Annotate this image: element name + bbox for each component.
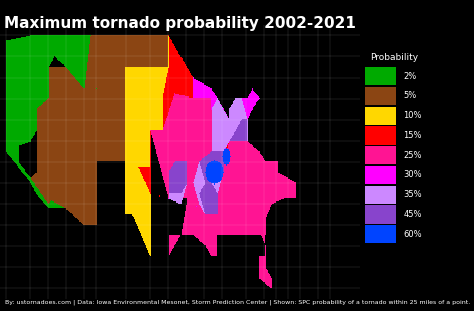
Text: 5%: 5%	[403, 91, 416, 100]
Text: 60%: 60%	[403, 230, 422, 239]
Bar	[365, 166, 395, 184]
Bar	[365, 186, 395, 204]
Bar	[365, 87, 395, 105]
Text: Probability: Probability	[371, 53, 419, 62]
Bar	[365, 126, 395, 145]
Text: By: ustornadoes.com | Data: Iowa Environmental Mesonet, Storm Prediction Center : By: ustornadoes.com | Data: Iowa Environ…	[5, 299, 470, 305]
Text: 2%: 2%	[403, 72, 416, 81]
Text: 15%: 15%	[403, 131, 422, 140]
Text: 30%: 30%	[403, 170, 422, 179]
Bar	[365, 205, 395, 224]
Text: 35%: 35%	[403, 190, 422, 199]
Bar	[365, 67, 395, 85]
Bar	[365, 225, 395, 243]
Text: 25%: 25%	[403, 151, 422, 160]
Bar	[365, 107, 395, 125]
Text: Maximum tornado probability 2002-2021: Maximum tornado probability 2002-2021	[4, 16, 356, 30]
Text: 10%: 10%	[403, 111, 422, 120]
Bar	[365, 146, 395, 164]
Text: 45%: 45%	[403, 210, 422, 219]
